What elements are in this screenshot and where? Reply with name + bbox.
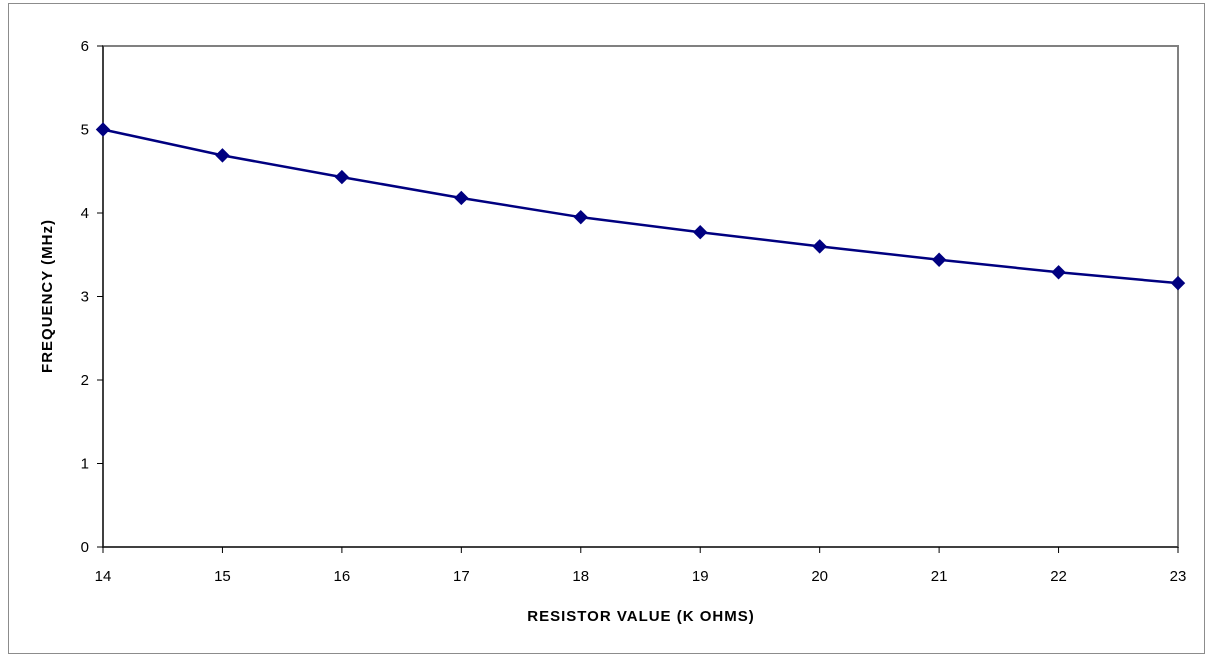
data-point-marker (573, 209, 588, 225)
y-tick-label: 5 (81, 122, 89, 139)
x-tick-label: 14 (95, 568, 112, 585)
data-point-marker (931, 252, 947, 267)
x-tick-label: 15 (214, 568, 231, 585)
x-tick-label: 17 (453, 568, 470, 585)
data-point-marker (1051, 265, 1066, 280)
data-point-marker (454, 190, 469, 206)
data-point-marker (334, 169, 350, 185)
data-point-marker (1170, 275, 1186, 291)
x-tick-label: 19 (692, 568, 709, 585)
y-tick-label: 0 (81, 539, 89, 556)
y-tick-label: 2 (81, 372, 89, 389)
data-point-marker (215, 148, 230, 163)
data-series (95, 122, 1186, 291)
x-axis: 14 15 16 17 18 19 20 21 22 23 (95, 546, 1187, 585)
x-tick-label: 16 (334, 568, 351, 585)
series-line (102, 128, 1179, 285)
x-tick-label: 18 (572, 568, 589, 585)
chart-frame (8, 3, 1205, 654)
y-tick-label: 4 (81, 205, 89, 222)
y-tick-label: 3 (81, 289, 89, 306)
y-axis: 0 1 2 3 4 5 6 (81, 38, 104, 556)
x-axis-title: RESISTOR VALUE (K OHMS) (527, 608, 754, 625)
y-tick-label: 6 (81, 38, 89, 55)
x-tick-label: 20 (811, 568, 828, 585)
data-point-marker (95, 122, 111, 137)
data-point-marker (693, 224, 708, 240)
x-tick-label: 21 (931, 568, 948, 585)
plot-area (102, 45, 1179, 548)
y-tick-label: 1 (81, 456, 89, 473)
x-tick-label: 23 (1170, 568, 1187, 585)
x-tick-label: 22 (1050, 568, 1067, 585)
y-axis-title: FREQUENCY (MHz) (39, 219, 56, 373)
data-point-marker (812, 239, 827, 254)
